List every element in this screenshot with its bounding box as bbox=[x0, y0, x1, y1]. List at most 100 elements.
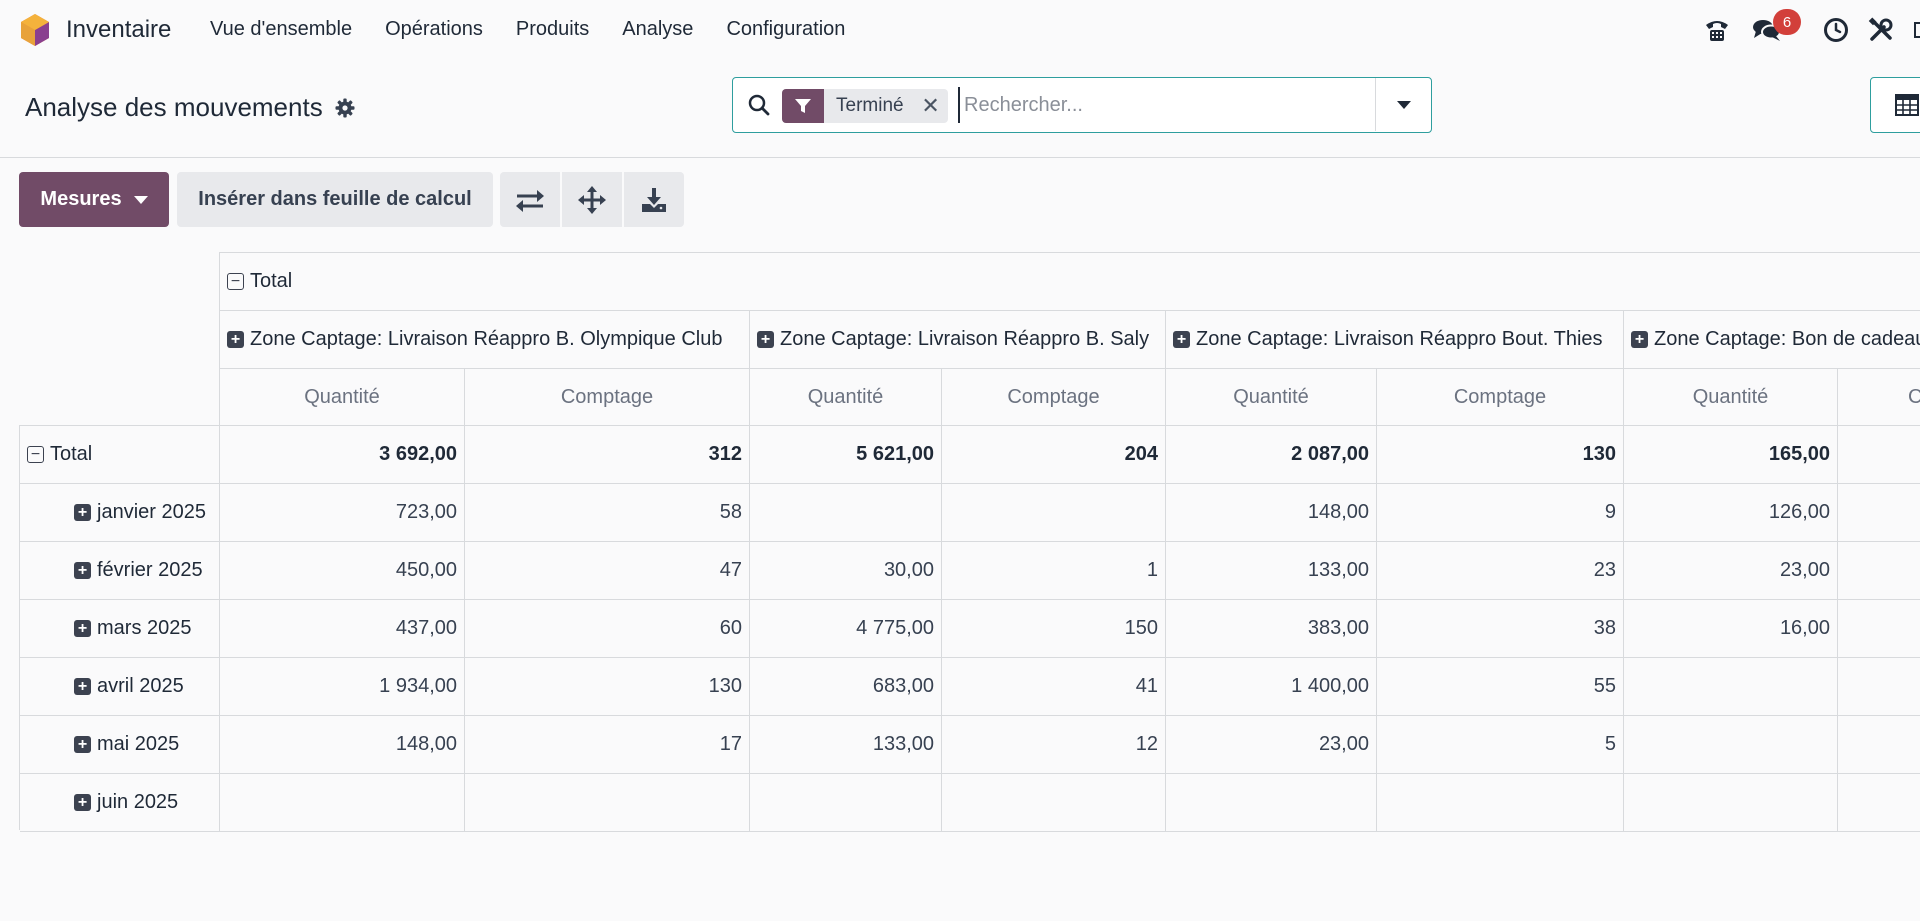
value-cell[interactable]: 683,00 bbox=[750, 658, 942, 716]
search-panel-toggle[interactable] bbox=[1375, 78, 1431, 131]
menu-item-configuration[interactable]: Configuration bbox=[726, 18, 846, 40]
phone-icon[interactable] bbox=[1702, 15, 1732, 45]
value-cell[interactable]: 16,00 bbox=[1624, 600, 1838, 658]
menu-item-operations[interactable]: Opérations bbox=[385, 18, 483, 40]
top-navbar: Inventaire Vue d'ensemble Opérations Pro… bbox=[0, 0, 1920, 62]
total-cell[interactable] bbox=[1838, 426, 1920, 484]
value-cell[interactable]: 47 bbox=[465, 542, 750, 600]
row-header[interactable]: + juin 2025 bbox=[20, 774, 220, 832]
inventory-app-icon[interactable] bbox=[19, 13, 51, 47]
value-cell[interactable] bbox=[1624, 658, 1838, 716]
measure-header[interactable]: Comptage bbox=[942, 369, 1166, 426]
value-cell[interactable]: 23,00 bbox=[1624, 542, 1838, 600]
row-header-total[interactable]: − Total bbox=[20, 426, 220, 484]
row-header[interactable]: + mai 2025 bbox=[20, 716, 220, 774]
value-cell[interactable] bbox=[1838, 716, 1920, 774]
user-avatar[interactable] bbox=[1914, 22, 1920, 38]
total-cell[interactable]: 204 bbox=[942, 426, 1166, 484]
value-cell[interactable]: 9 bbox=[1377, 484, 1624, 542]
value-cell[interactable]: 12 bbox=[942, 716, 1166, 774]
value-cell[interactable]: 450,00 bbox=[220, 542, 465, 600]
value-cell[interactable] bbox=[1624, 716, 1838, 774]
chat-icon[interactable] bbox=[1752, 15, 1782, 45]
value-cell[interactable]: 1 400,00 bbox=[1166, 658, 1377, 716]
value-cell[interactable]: 133,00 bbox=[750, 716, 942, 774]
total-cell[interactable]: 5 621,00 bbox=[750, 426, 942, 484]
value-cell[interactable]: 23,00 bbox=[1166, 716, 1377, 774]
value-cell[interactable]: 41 bbox=[942, 658, 1166, 716]
value-cell[interactable]: 723,00 bbox=[220, 484, 465, 542]
value-cell[interactable]: 130 bbox=[465, 658, 750, 716]
total-cell[interactable]: 130 bbox=[1377, 426, 1624, 484]
col-header-group[interactable]: + Zone Captage: Livraison Réappro B. Oly… bbox=[220, 311, 750, 369]
row-header[interactable]: + février 2025 bbox=[20, 542, 220, 600]
col-header-group[interactable]: + Zone Captage: Livraison Réappro Bout. … bbox=[1166, 311, 1624, 369]
value-cell[interactable]: 383,00 bbox=[1166, 600, 1377, 658]
download-button[interactable] bbox=[624, 172, 684, 227]
search-input[interactable] bbox=[958, 87, 1368, 123]
value-cell[interactable]: 150 bbox=[942, 600, 1166, 658]
value-cell[interactable] bbox=[1838, 600, 1920, 658]
value-cell[interactable]: 30,00 bbox=[750, 542, 942, 600]
value-cell[interactable]: 126,00 bbox=[1624, 484, 1838, 542]
value-cell[interactable] bbox=[465, 774, 750, 832]
value-cell[interactable] bbox=[1624, 774, 1838, 832]
value-cell[interactable]: 437,00 bbox=[220, 600, 465, 658]
app-name[interactable]: Inventaire bbox=[66, 16, 172, 43]
measures-button[interactable]: Mesures bbox=[19, 172, 169, 227]
measure-header[interactable]: Comptage bbox=[1377, 369, 1624, 426]
value-cell[interactable]: 148,00 bbox=[1166, 484, 1377, 542]
value-cell[interactable]: 148,00 bbox=[220, 716, 465, 774]
row-header[interactable]: + avril 2025 bbox=[20, 658, 220, 716]
value-cell[interactable]: 38 bbox=[1377, 600, 1624, 658]
insert-spreadsheet-button[interactable]: Insérer dans feuille de calcul bbox=[177, 172, 493, 227]
total-cell[interactable]: 2 087,00 bbox=[1166, 426, 1377, 484]
value-cell[interactable]: 133,00 bbox=[1166, 542, 1377, 600]
value-cell[interactable]: 1 934,00 bbox=[220, 658, 465, 716]
value-cell[interactable]: 5 bbox=[1377, 716, 1624, 774]
row-header[interactable]: + mars 2025 bbox=[20, 600, 220, 658]
value-cell[interactable] bbox=[1838, 658, 1920, 716]
col-header-group[interactable]: + Zone Captage: Livraison Réappro B. Sal… bbox=[750, 311, 1166, 369]
flip-axis-button[interactable] bbox=[500, 172, 560, 227]
measure-header[interactable]: Comptage bbox=[465, 369, 750, 426]
col-group-label: Zone Captage: Livraison Réappro Bout. Th… bbox=[1196, 328, 1603, 350]
clock-icon[interactable] bbox=[1821, 15, 1851, 45]
measure-header[interactable]: Comptage bbox=[1838, 369, 1920, 426]
row-header[interactable]: + janvier 2025 bbox=[20, 484, 220, 542]
menu-item-analysis[interactable]: Analyse bbox=[622, 18, 694, 40]
total-cell[interactable]: 3 692,00 bbox=[220, 426, 465, 484]
measure-header[interactable]: Quantité bbox=[1624, 369, 1838, 426]
expand-all-button[interactable] bbox=[562, 172, 622, 227]
value-cell[interactable]: 60 bbox=[465, 600, 750, 658]
total-cell[interactable]: 165,00 bbox=[1624, 426, 1838, 484]
value-cell[interactable] bbox=[1838, 774, 1920, 832]
value-cell[interactable] bbox=[1838, 484, 1920, 542]
value-cell[interactable] bbox=[1377, 774, 1624, 832]
measure-header[interactable]: Quantité bbox=[220, 369, 465, 426]
pivot-view-button[interactable] bbox=[1870, 77, 1920, 133]
col-header-group[interactable]: + Zone Captage: Bon de cadeau bbox=[1624, 311, 1920, 369]
col-header-total[interactable]: − Total bbox=[220, 253, 1920, 311]
value-cell[interactable] bbox=[750, 774, 942, 832]
facet-remove-icon[interactable]: ✕ bbox=[921, 93, 940, 118]
value-cell[interactable] bbox=[942, 774, 1166, 832]
value-cell[interactable] bbox=[1166, 774, 1377, 832]
menu-item-overview[interactable]: Vue d'ensemble bbox=[210, 18, 353, 40]
value-cell[interactable]: 1 bbox=[942, 542, 1166, 600]
measure-header[interactable]: Quantité bbox=[1166, 369, 1377, 426]
value-cell[interactable]: 4 775,00 bbox=[750, 600, 942, 658]
value-cell[interactable]: 17 bbox=[465, 716, 750, 774]
tools-icon[interactable] bbox=[1866, 15, 1896, 45]
value-cell[interactable] bbox=[750, 484, 942, 542]
value-cell[interactable]: 55 bbox=[1377, 658, 1624, 716]
gear-icon[interactable] bbox=[335, 98, 355, 118]
measure-header[interactable]: Quantité bbox=[750, 369, 942, 426]
value-cell[interactable]: 23 bbox=[1377, 542, 1624, 600]
value-cell[interactable] bbox=[220, 774, 465, 832]
value-cell[interactable] bbox=[1838, 542, 1920, 600]
menu-item-products[interactable]: Produits bbox=[515, 18, 590, 40]
value-cell[interactable]: 58 bbox=[465, 484, 750, 542]
total-cell[interactable]: 312 bbox=[465, 426, 750, 484]
value-cell[interactable] bbox=[942, 484, 1166, 542]
